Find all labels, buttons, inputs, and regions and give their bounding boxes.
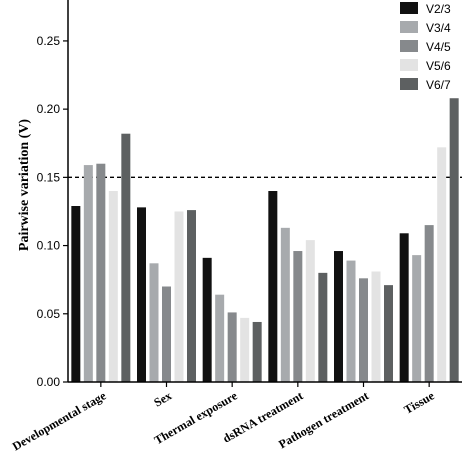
bar [162,286,171,382]
y-tick-label: 0.25 [37,34,61,48]
bar [384,285,393,382]
x-tick-label: Developmental stage [10,388,109,453]
y-tick-label: 0.05 [37,307,61,321]
bar [293,251,303,382]
bar [437,147,447,382]
bar [83,165,93,382]
bar [280,227,290,382]
bar [424,225,434,382]
legend-swatch [400,2,418,14]
bar [71,206,81,382]
y-tick-label: 0.00 [37,375,61,389]
legend-label: V6/7 [426,78,451,92]
legend-swatch [400,21,418,33]
bar [252,321,262,382]
bar [371,271,381,382]
bar [449,98,459,382]
bar [174,211,184,382]
bar [399,233,409,382]
bar [346,260,356,382]
bar [240,317,250,382]
bar [412,255,422,382]
bar [334,251,343,382]
bar [215,294,225,382]
bar [108,191,118,382]
bar [121,133,131,382]
y-tick-label: 0.10 [37,239,61,253]
bar [268,191,278,382]
bar [202,257,212,382]
legend-swatch [400,78,418,90]
y-axis-label: Pairwise variation (V) [17,119,32,252]
bar [318,272,328,382]
legend-label: V3/4 [426,21,451,35]
bar [149,263,159,382]
bar [359,278,368,382]
bar [137,207,146,382]
legend-label: V4/5 [426,40,451,54]
legend-label: V2/3 [426,2,451,16]
bar [305,240,315,382]
y-tick-label: 0.20 [37,102,61,116]
y-tick-label: 0.15 [37,170,61,184]
bar [227,312,237,382]
x-tick-label: Tissue [402,388,438,417]
legend-swatch [400,40,418,52]
bar [187,210,196,382]
bar [96,163,106,382]
x-tick-label: Sex [151,388,174,409]
legend-label: V5/6 [426,59,451,73]
legend-swatch [400,59,418,71]
